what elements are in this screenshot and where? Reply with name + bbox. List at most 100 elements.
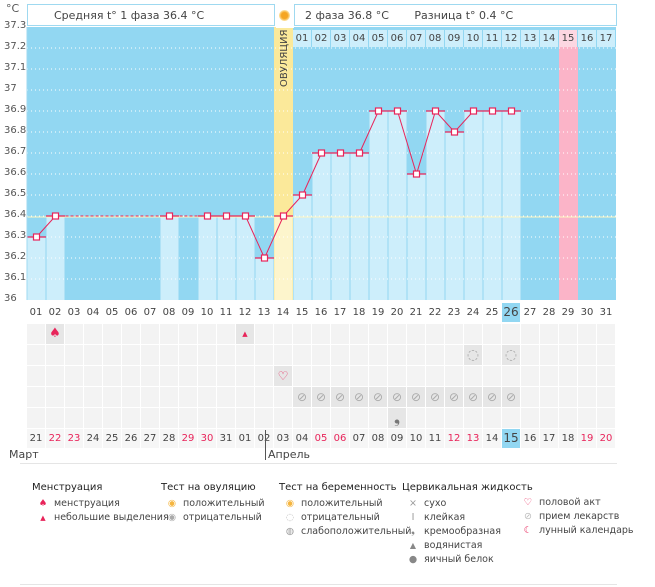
- calendar-date[interactable]: 20: [597, 429, 615, 448]
- pregnancy-test-cell[interactable]: [65, 345, 83, 365]
- cervical-cell[interactable]: [578, 408, 596, 428]
- intercourse-cell[interactable]: [426, 366, 444, 386]
- menstruation-cell[interactable]: [559, 324, 577, 344]
- pregnancy-test-cell[interactable]: [312, 345, 330, 365]
- cervical-cell[interactable]: [236, 408, 254, 428]
- calendar-date[interactable]: 28: [160, 429, 178, 448]
- cervical-cell[interactable]: [502, 408, 520, 428]
- pregnancy-test-cell[interactable]: ◌: [464, 345, 482, 365]
- medication-cell[interactable]: [540, 387, 558, 407]
- calendar-date[interactable]: 17: [540, 429, 558, 448]
- calendar-date[interactable]: 16: [521, 429, 539, 448]
- cervical-cell[interactable]: [274, 408, 292, 428]
- medication-cell[interactable]: [217, 387, 235, 407]
- cervical-cell[interactable]: [160, 408, 178, 428]
- cycle-day-label[interactable]: 02: [48, 307, 62, 318]
- cervical-cell[interactable]: [407, 408, 425, 428]
- cervical-cell[interactable]: [559, 408, 577, 428]
- intercourse-cell[interactable]: [293, 366, 311, 386]
- pregnancy-test-cell[interactable]: [559, 345, 577, 365]
- calendar-date[interactable]: 26: [122, 429, 140, 448]
- menstruation-cell[interactable]: [369, 324, 387, 344]
- intercourse-cell[interactable]: [369, 366, 387, 386]
- medication-cell[interactable]: ⊘: [350, 387, 368, 407]
- medication-cell[interactable]: [84, 387, 102, 407]
- menstruation-cell[interactable]: [198, 324, 216, 344]
- cycle-day-label[interactable]: 25: [485, 307, 499, 318]
- intercourse-cell[interactable]: ♡: [274, 366, 292, 386]
- pregnancy-test-cell[interactable]: [179, 345, 197, 365]
- cervical-cell[interactable]: [122, 408, 140, 428]
- medication-cell[interactable]: [578, 387, 596, 407]
- menstruation-cell[interactable]: [597, 324, 615, 344]
- medication-cell[interactable]: [521, 387, 539, 407]
- cycle-day-label[interactable]: 26: [502, 303, 520, 322]
- intercourse-cell[interactable]: [141, 366, 159, 386]
- cycle-day-label[interactable]: 14: [276, 307, 290, 318]
- intercourse-cell[interactable]: [388, 366, 406, 386]
- calendar-date[interactable]: 14: [483, 429, 501, 448]
- menstruation-cell[interactable]: [274, 324, 292, 344]
- medication-cell[interactable]: ⊘: [483, 387, 501, 407]
- calendar-date[interactable]: 15: [502, 429, 520, 448]
- pregnancy-test-cell[interactable]: [483, 345, 501, 365]
- calendar-date[interactable]: 31: [217, 429, 235, 448]
- pregnancy-test-cell[interactable]: [350, 345, 368, 365]
- calendar-date[interactable]: 23: [65, 429, 83, 448]
- calendar-date[interactable]: 22: [46, 429, 64, 448]
- medication-cell[interactable]: [65, 387, 83, 407]
- pregnancy-test-cell[interactable]: [597, 345, 615, 365]
- cycle-day-label[interactable]: 04: [86, 307, 100, 318]
- cycle-day-label[interactable]: 09: [181, 307, 195, 318]
- pregnancy-test-cell[interactable]: [369, 345, 387, 365]
- intercourse-cell[interactable]: [103, 366, 121, 386]
- cycle-day-label[interactable]: 22: [428, 307, 442, 318]
- calendar-date[interactable]: 11: [426, 429, 444, 448]
- cycle-day-label[interactable]: 28: [542, 307, 556, 318]
- intercourse-cell[interactable]: [198, 366, 216, 386]
- calendar-date[interactable]: 03: [274, 429, 292, 448]
- intercourse-cell[interactable]: [331, 366, 349, 386]
- menstruation-cell[interactable]: ▲: [236, 324, 254, 344]
- menstruation-cell[interactable]: [331, 324, 349, 344]
- menstruation-cell[interactable]: [445, 324, 463, 344]
- pregnancy-test-cell[interactable]: [578, 345, 596, 365]
- cycle-day-label[interactable]: 05: [105, 307, 119, 318]
- menstruation-cell[interactable]: [464, 324, 482, 344]
- menstruation-cell[interactable]: ♠: [46, 324, 64, 344]
- medication-cell[interactable]: ⊘: [369, 387, 387, 407]
- menstruation-cell[interactable]: [103, 324, 121, 344]
- pregnancy-test-cell[interactable]: [46, 345, 64, 365]
- medication-cell[interactable]: [122, 387, 140, 407]
- cervical-cell[interactable]: [540, 408, 558, 428]
- intercourse-cell[interactable]: [236, 366, 254, 386]
- medication-cell[interactable]: ⊘: [293, 387, 311, 407]
- cervical-cell[interactable]: [46, 408, 64, 428]
- cycle-day-label[interactable]: 19: [371, 307, 385, 318]
- menstruation-cell[interactable]: [293, 324, 311, 344]
- pregnancy-test-cell[interactable]: [217, 345, 235, 365]
- cervical-cell[interactable]: [597, 408, 615, 428]
- calendar-date[interactable]: 04: [293, 429, 311, 448]
- calendar-date[interactable]: 02: [255, 429, 273, 448]
- calendar-date[interactable]: 08: [369, 429, 387, 448]
- pregnancy-test-cell[interactable]: [84, 345, 102, 365]
- cycle-day-label[interactable]: 18: [352, 307, 366, 318]
- intercourse-cell[interactable]: [597, 366, 615, 386]
- menstruation-cell[interactable]: [350, 324, 368, 344]
- medication-cell[interactable]: [46, 387, 64, 407]
- calendar-date[interactable]: 06: [331, 429, 349, 448]
- pregnancy-test-cell[interactable]: [103, 345, 121, 365]
- cervical-cell[interactable]: [445, 408, 463, 428]
- intercourse-cell[interactable]: [312, 366, 330, 386]
- calendar-date[interactable]: 18: [559, 429, 577, 448]
- cervical-cell[interactable]: [521, 408, 539, 428]
- cycle-day-label[interactable]: 07: [143, 307, 157, 318]
- intercourse-cell[interactable]: [255, 366, 273, 386]
- cervical-cell[interactable]: [27, 408, 45, 428]
- cycle-day-label[interactable]: 21: [409, 307, 423, 318]
- cycle-day-label[interactable]: 24: [466, 307, 480, 318]
- calendar-date[interactable]: 12: [445, 429, 463, 448]
- cervical-cell[interactable]: [217, 408, 235, 428]
- medication-cell[interactable]: ⊘: [445, 387, 463, 407]
